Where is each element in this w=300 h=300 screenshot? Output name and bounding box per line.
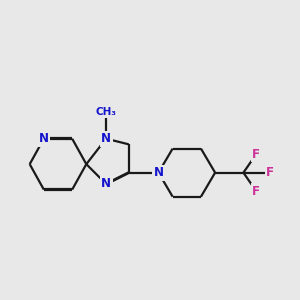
- Text: F: F: [252, 148, 260, 161]
- Text: N: N: [154, 166, 164, 179]
- Text: F: F: [266, 166, 274, 179]
- Text: N: N: [101, 178, 111, 190]
- Text: N: N: [101, 132, 111, 145]
- Text: N: N: [39, 132, 49, 145]
- Text: CH₃: CH₃: [96, 107, 117, 117]
- Text: F: F: [252, 184, 260, 197]
